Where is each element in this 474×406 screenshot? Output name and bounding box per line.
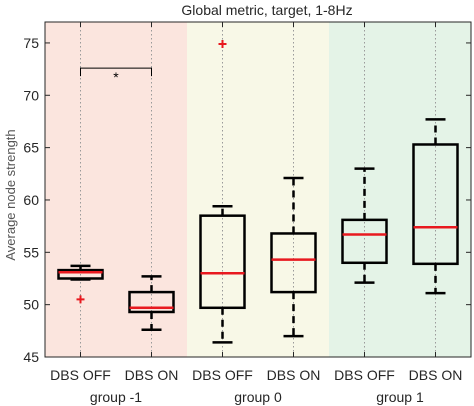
x-tick-label: DBS ON [267,367,321,383]
group-backgrounds [45,22,471,357]
group-background [329,22,471,357]
group-label: group -1 [90,389,142,405]
x-tick-label: DBS ON [125,367,179,383]
y-tick-label: 70 [23,87,39,103]
y-tick-label: 50 [23,297,39,313]
y-tick-label: 75 [23,35,39,51]
box-plot [57,264,104,304]
significance-label: * [113,69,119,85]
x-tick-label: DBS OFF [50,367,111,383]
x-tick-label: DBS ON [409,367,463,383]
y-tick-label: 55 [23,244,39,260]
outlier-marker [76,295,85,304]
group-background [187,22,329,357]
interquartile-box [412,143,459,266]
outlier-marker [218,39,227,48]
y-tick-label: 60 [23,192,39,208]
interquartile-box [270,232,317,294]
significance-bracket [80,67,152,77]
box-plot [412,118,459,295]
interquartile-box [128,290,175,314]
axes: 45 50 55 60 65 70 75 DBS OFF DBS ON DBS OFF DBS ON… [23,21,472,405]
group-label: group 0 [234,389,282,405]
chart-title: Global metric, target, 1-8Hz [181,2,352,18]
interquartile-box [341,218,388,265]
x-tick-label: DBS OFF [334,367,395,383]
y-tick-label: 45 [23,349,39,365]
boxes [57,39,459,344]
box-plot [199,39,246,344]
box-plot [128,275,175,332]
x-tick-label: DBS OFF [192,367,253,383]
group-label: group 1 [376,389,424,405]
significance-annotations: * [80,67,152,85]
group-background [45,22,187,357]
interquartile-box [57,268,104,280]
box-plot [270,176,317,338]
box-plot [341,167,388,284]
y-tick-label: 65 [23,140,39,156]
axes-frame [44,21,472,358]
y-axis-label: Average node strength [3,129,18,260]
interquartile-box [199,214,246,310]
